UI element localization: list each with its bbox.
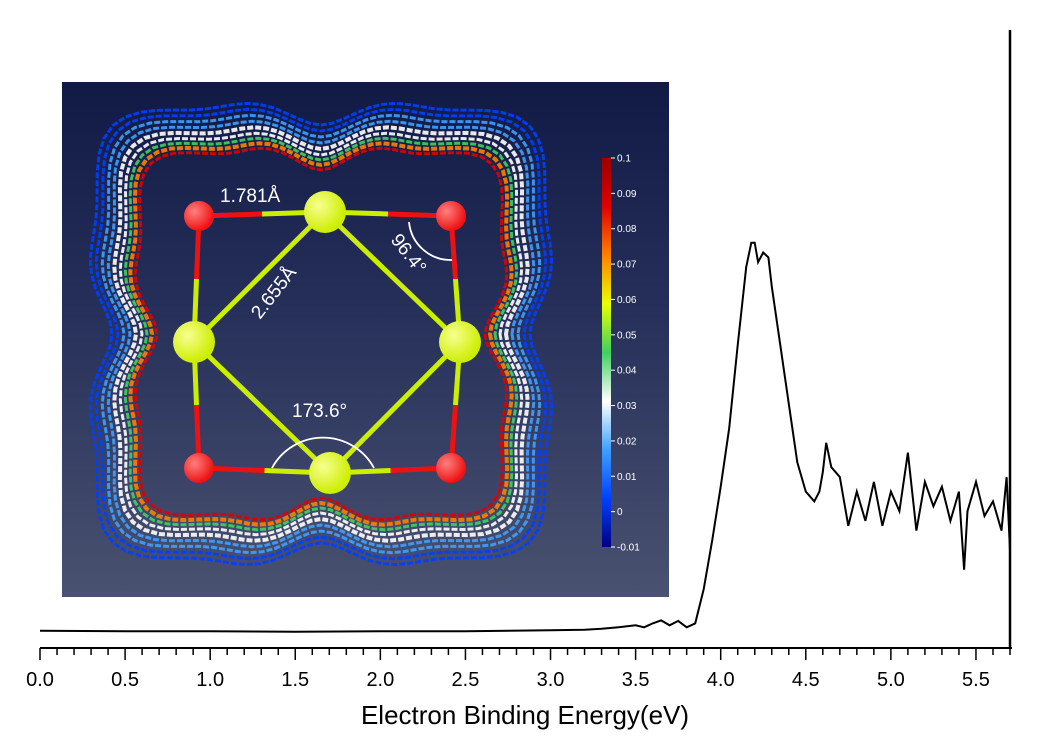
colorbar-tick-label: 0.01 <box>617 472 637 483</box>
bond-yellow <box>192 340 332 475</box>
colorbar-tick-label: 0.09 <box>617 189 637 200</box>
x-tick-label: 4.0 <box>707 669 735 691</box>
contour-ring <box>106 119 536 549</box>
bond-yellow <box>192 210 327 344</box>
colorbar: 0.1 0.09 0.08 0.07 0.06 0.05 0.04 0.03 0.02 0.01 0… <box>602 154 640 554</box>
bond-yellow <box>328 340 462 475</box>
angle-small-label: 96.4° <box>386 230 430 278</box>
colorbar-tick-label: 0.03 <box>617 401 637 412</box>
x-axis: 0.0 0.5 1.0 1.5 2.0 2.5 3.0 3.5 4.0 4.5 5.0 5.5 <box>26 647 1012 691</box>
spectrum-line <box>39 241 1011 633</box>
x-tick-label: 1.0 <box>196 669 224 691</box>
x-tick-label: 0.0 <box>26 669 54 691</box>
x-tick-label: 2.0 <box>366 669 394 691</box>
angle-arc-small <box>408 221 453 261</box>
contour-ring <box>123 136 519 532</box>
colorbar-tick-label: 0.08 <box>617 224 637 235</box>
bond-length-long-label: 2.655Å <box>247 262 301 323</box>
angle-large-label: 173.6° <box>292 401 347 422</box>
atom-yellow <box>304 191 346 233</box>
inset-electron-density-map: 1.781Å 2.655Å 96.4° 173.6° 0.1 0.09 0.08 0.… <box>62 82 669 597</box>
angle-arc-large <box>271 436 375 469</box>
colorbar-tick-label: 0.07 <box>617 260 637 271</box>
contour-ring <box>88 101 554 567</box>
colorbar-tick-label: 0.05 <box>617 330 637 341</box>
x-tick-label: 4.5 <box>792 669 820 691</box>
contour-ring <box>133 146 509 522</box>
colorbar-tick-label: 0.04 <box>617 366 637 377</box>
colorbar-tick-label: 0.1 <box>617 154 631 165</box>
x-tick-label: 1.5 <box>281 669 309 691</box>
x-tick-label: 0.5 <box>111 669 139 691</box>
colorbar-tick-label: 0 <box>617 507 623 518</box>
atom-red <box>184 201 214 231</box>
bond-length-short-label: 1.781Å <box>220 186 281 207</box>
atom-red <box>436 201 466 231</box>
atom-red <box>184 453 214 483</box>
atom-yellow <box>439 321 481 363</box>
molecule-atoms <box>173 191 481 494</box>
x-tick-label: 5.5 <box>962 669 990 691</box>
atom-yellow <box>173 321 215 363</box>
colorbar-tick-label: 0.06 <box>617 295 637 306</box>
contour-ring <box>128 141 514 527</box>
contour-ring <box>100 113 542 555</box>
atom-red <box>436 453 466 483</box>
colorbar-tick-label: -0.01 <box>617 543 640 554</box>
x-tick-label: 3.5 <box>622 669 650 691</box>
plot-area <box>39 30 1012 648</box>
density-contours <box>88 101 554 567</box>
angle-arcs <box>271 221 453 469</box>
atom-yellow <box>309 452 351 494</box>
bond-yellow <box>323 210 462 344</box>
colorbar-tick-label: 0.02 <box>617 436 637 447</box>
x-tick-label: 3.0 <box>537 669 565 691</box>
inset-figure: 1.781Å 2.655Å 96.4° 173.6° 0.10.090.080.… <box>88 101 640 567</box>
colorbar-gradient <box>602 158 611 547</box>
x-axis-title: Electron Binding Energy(eV) <box>361 700 689 730</box>
x-tick-label: 5.0 <box>877 669 905 691</box>
contour-ring <box>118 131 524 537</box>
contour-ring <box>94 107 548 561</box>
x-tick-label: 2.5 <box>452 669 480 691</box>
